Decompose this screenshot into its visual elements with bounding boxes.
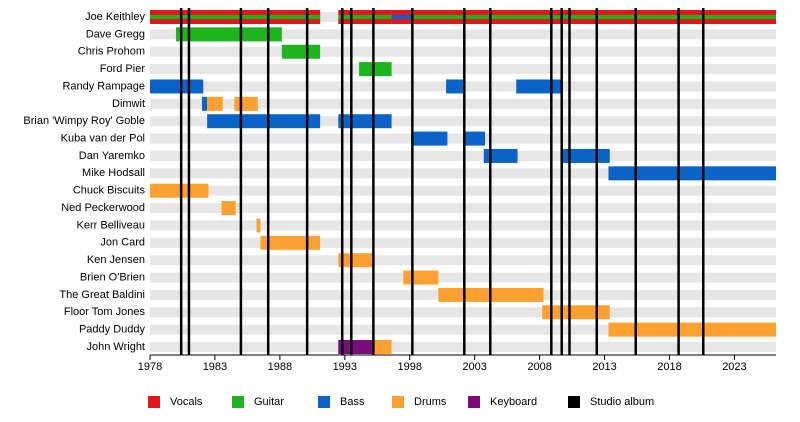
member-name: Mike Hodsall [82,167,145,179]
member-name: Floor Tom Jones [64,306,146,318]
member-name: John Wright [87,341,146,353]
tenure-bar [464,131,486,146]
tenure-bar [338,340,375,355]
tenure-stripe [391,15,414,19]
tenure-bar [175,27,282,42]
row-band [150,307,776,318]
row-band [150,324,776,335]
member-name: Paddy Duddy [79,324,146,336]
tenure-bar [256,218,261,233]
tenure-stripe [338,15,392,19]
row-band [150,168,776,179]
legend-swatch [148,396,160,408]
tenure-bar [234,96,258,111]
legend-swatch [392,396,404,408]
row-band [150,29,776,40]
tenure-bar [608,166,776,181]
tenure-bar [338,253,375,268]
member-name: The Great Baldini [59,289,145,301]
member-name: Kuba van der Pol [61,132,145,144]
row-band [150,98,776,109]
member-name: Jon Card [100,237,145,249]
row-band [150,255,776,266]
member-name: Randy Rampage [62,80,145,92]
row-band [150,64,776,75]
tenure-bar [412,131,448,146]
tenure-bar [403,270,439,285]
x-tick-label: 2003 [462,361,486,373]
row-band [150,133,776,144]
legend-label: Guitar [254,396,284,408]
row-band [150,150,776,161]
row-band [150,185,776,196]
tenure-bar [483,148,518,163]
legend-swatch [318,396,330,408]
member-name: Ford Pier [100,63,146,75]
member-name: Chuck Biscuits [73,185,146,197]
tenure-bar [150,183,209,198]
tenure-bar [260,235,321,250]
row-band [150,220,776,231]
x-tick-label: 1988 [268,361,292,373]
legend-label: Studio album [590,396,654,408]
member-name: Chris Prohom [78,46,145,58]
member-name: Joe Keithley [85,11,145,23]
member-name: Dan Yaremko [79,150,145,162]
member-name: Kerr Belliveau [77,219,145,231]
tenure-stripe [413,15,776,19]
legend-swatch [232,396,244,408]
member-name: Dimwit [112,98,145,110]
row-band [150,272,776,283]
legend-label: Bass [340,396,365,408]
tenure-bar [281,44,321,59]
x-tick-label: 2023 [722,361,746,373]
tenure-bar [207,96,223,111]
member-name: Brien O'Brien [80,271,145,283]
tenure-bar [542,305,610,320]
member-name: Ken Jensen [87,254,145,266]
tenure-bar [338,114,392,129]
member-name: Ned Peckerwood [61,202,145,214]
tenure-bar [608,322,776,337]
member-name: Brian 'Wimpy Roy' Goble [23,115,145,127]
row-band [150,116,776,127]
x-tick-label: 1983 [203,361,227,373]
legend-label: Keyboard [490,396,537,408]
x-tick-label: 1993 [333,361,357,373]
tenure-bar [150,79,204,94]
row-band [150,46,776,57]
member-name: Dave Gregg [86,28,145,40]
row-band [150,203,776,214]
tenure-bar [207,114,321,129]
legend-label: Vocals [170,396,203,408]
tenure-bar [359,62,392,77]
tenure-bar [221,201,236,216]
legend-label: Drums [414,396,447,408]
tenure-stripe [150,15,321,19]
x-tick-label: 1978 [138,361,162,373]
row-band [150,237,776,248]
x-tick-label: 2008 [527,361,551,373]
row-band [150,342,776,353]
legend-swatch [468,396,480,408]
tenure-bar [446,79,465,94]
x-tick-label: 1998 [398,361,422,373]
x-tick-label: 2013 [592,361,616,373]
tenure-bar [374,340,392,355]
tenure-bar [201,96,208,111]
tenure-bar [516,79,562,94]
x-tick-label: 2018 [657,361,681,373]
legend-swatch [568,396,580,408]
